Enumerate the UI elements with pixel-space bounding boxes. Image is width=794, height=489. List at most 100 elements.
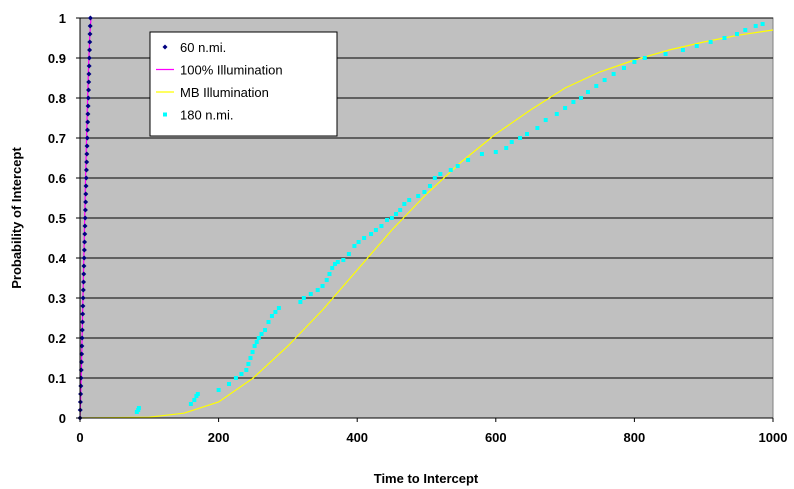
- data-point-180-n-mi: [524, 132, 529, 136]
- data-point-60-n-mi: [81, 271, 87, 277]
- data-point-180-n-mi: [734, 32, 739, 36]
- data-point-180-n-mi: [663, 52, 668, 56]
- data-point-180-n-mi: [192, 398, 197, 402]
- data-point-180-n-mi: [373, 228, 378, 232]
- data-point-180-n-mi: [509, 140, 514, 144]
- series-mb-illumination: [79, 29, 774, 419]
- data-point-60-n-mi: [79, 327, 85, 333]
- data-point-180-n-mi: [504, 146, 509, 150]
- data-point-60-n-mi: [87, 47, 93, 53]
- data-point-180-n-mi: [563, 106, 568, 110]
- data-point-180-n-mi: [315, 288, 320, 292]
- y-axis-title: Probability of Intercept: [9, 147, 24, 289]
- data-point-60-n-mi: [82, 223, 88, 229]
- y-tick-label: 0.5: [48, 211, 66, 226]
- x-tick-label: 1000: [759, 430, 788, 445]
- data-point-60-n-mi: [84, 151, 90, 157]
- data-point-180-n-mi: [276, 306, 281, 310]
- y-tick-label: 0.6: [48, 171, 66, 186]
- data-point-180-n-mi: [422, 190, 427, 194]
- data-point-180-n-mi: [579, 96, 584, 100]
- data-point-180-n-mi: [466, 158, 471, 162]
- data-point-180-n-mi: [369, 232, 374, 236]
- data-point-60-n-mi: [81, 255, 87, 261]
- data-point-60-n-mi: [79, 319, 85, 325]
- data-point-60-n-mi: [80, 311, 86, 317]
- x-tick-label: 0: [76, 430, 83, 445]
- x-tick-label: 600: [485, 430, 507, 445]
- data-point-180-n-mi: [136, 406, 141, 410]
- x-tick-label: 800: [624, 430, 646, 445]
- data-point-60-n-mi: [83, 199, 89, 205]
- data-point-60-n-mi: [83, 183, 89, 189]
- y-tick-label: 0.2: [48, 331, 66, 346]
- series-line-mb-illumination: [79, 29, 774, 419]
- data-point-60-n-mi: [86, 63, 92, 69]
- data-point-180-n-mi: [341, 258, 346, 262]
- data-point-180-n-mi: [571, 100, 576, 104]
- legend: 60 n.mi. 100% Illumination MB Illumination…: [149, 31, 338, 137]
- legend-entry: 100% Illumination: [156, 63, 283, 78]
- data-point-60-n-mi: [80, 287, 86, 293]
- data-point-60-n-mi: [83, 175, 89, 181]
- data-point-180-n-mi: [233, 376, 238, 380]
- data-point-180-n-mi: [244, 368, 249, 372]
- y-tick-label: 0.8: [48, 91, 66, 106]
- data-point-180-n-mi: [427, 184, 432, 188]
- data-point-60-n-mi: [85, 119, 91, 125]
- data-point-180-n-mi: [389, 216, 394, 220]
- data-point-60-n-mi: [82, 231, 88, 237]
- legend-label: 60 n.mi.: [180, 40, 226, 55]
- data-point-180-n-mi: [263, 328, 268, 332]
- data-point-180-n-mi: [479, 152, 484, 156]
- data-point-60-n-mi: [87, 23, 93, 29]
- legend-entry: 180 n.mi.: [163, 108, 233, 123]
- data-point-180-n-mi: [239, 372, 244, 376]
- data-point-180-n-mi: [402, 202, 407, 206]
- data-point-180-n-mi: [254, 340, 259, 344]
- data-point-180-n-mi: [432, 176, 437, 180]
- data-point-180-n-mi: [356, 240, 361, 244]
- legend-entries: 60 n.mi. 100% Illumination MB Illumination…: [156, 40, 283, 123]
- data-point-60-n-mi: [85, 103, 91, 109]
- data-point-180-n-mi: [327, 272, 332, 276]
- data-point-60-n-mi: [87, 39, 93, 45]
- data-point-60-n-mi: [84, 159, 90, 165]
- data-point-60-n-mi: [86, 79, 92, 85]
- data-point-180-n-mi: [188, 402, 193, 406]
- data-point-180-n-mi: [216, 388, 221, 392]
- data-point-60-n-mi: [85, 111, 91, 117]
- data-point-60-n-mi: [82, 207, 88, 213]
- data-point-60-n-mi: [83, 167, 89, 173]
- data-point-180-n-mi: [394, 212, 399, 216]
- data-point-60-n-mi: [86, 55, 92, 61]
- data-point-180-n-mi: [438, 172, 443, 176]
- legend-box: [149, 31, 338, 137]
- data-point-180-n-mi: [602, 78, 607, 82]
- data-point-180-n-mi: [273, 310, 278, 314]
- data-point-60-n-mi: [79, 335, 85, 341]
- y-tick-label: 0.1: [48, 371, 66, 386]
- data-point-180-n-mi: [352, 244, 357, 248]
- data-point-180-n-mi: [448, 168, 453, 172]
- data-point-180-n-mi: [379, 224, 384, 228]
- data-point-60-n-mi: [86, 87, 92, 93]
- x-tick-label: 400: [346, 430, 368, 445]
- legend-swatch: [163, 112, 167, 117]
- data-point-180-n-mi: [622, 66, 627, 70]
- x-tick-label: 200: [208, 430, 230, 445]
- data-point-60-n-mi: [87, 15, 93, 21]
- data-point-60-n-mi: [85, 95, 91, 101]
- data-point-180-n-mi: [535, 126, 540, 130]
- data-point-180-n-mi: [398, 208, 403, 212]
- data-point-180-n-mi: [493, 150, 498, 154]
- data-point-180-n-mi: [333, 262, 338, 266]
- data-point-180-n-mi: [269, 314, 274, 318]
- y-tick-labels: 0 0.1 0.2 0.3 0.4 0.5 0.6 0.7 0.8 0.9 1: [48, 11, 80, 426]
- data-point-180-n-mi: [252, 344, 257, 348]
- data-point-60-n-mi: [84, 127, 90, 133]
- data-point-180-n-mi: [743, 28, 748, 32]
- data-point-180-n-mi: [416, 194, 421, 198]
- data-point-180-n-mi: [642, 56, 647, 60]
